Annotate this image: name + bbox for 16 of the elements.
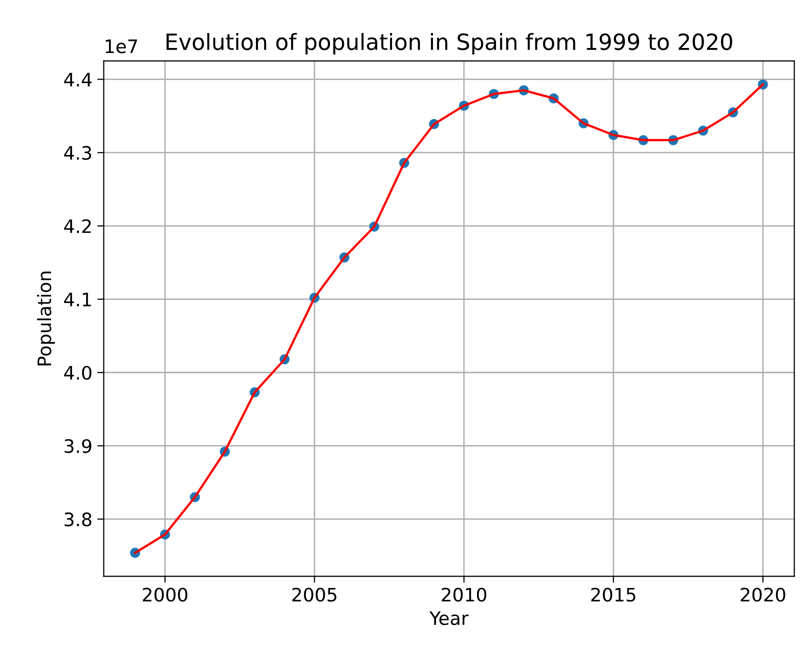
x-tick-label: 2000: [142, 588, 188, 602]
y-axis-title: Population: [37, 272, 55, 366]
y-tick-label: 3.8: [64, 512, 92, 526]
x-tick-label: 2010: [442, 588, 486, 602]
x-tick-label: 2005: [292, 588, 336, 602]
y-tick-label: 4.1: [64, 292, 91, 306]
text: 1e7: [106, 40, 138, 54]
chart-title: Evolution of population in Spain from 1999 to 2020: [166, 32, 732, 54]
y-tick-label: 4.2: [64, 219, 91, 233]
x-axis-title: Year: [429, 611, 469, 626]
x-tick-label: 2015: [591, 588, 636, 602]
y-tick-label: 4.3: [64, 146, 92, 160]
y-tick-label: 4.4: [64, 72, 92, 86]
y-tick-label: 4.0: [64, 366, 92, 380]
y-tick-label: 3.9: [64, 439, 92, 454]
x-tick-label: 2020: [740, 588, 786, 602]
